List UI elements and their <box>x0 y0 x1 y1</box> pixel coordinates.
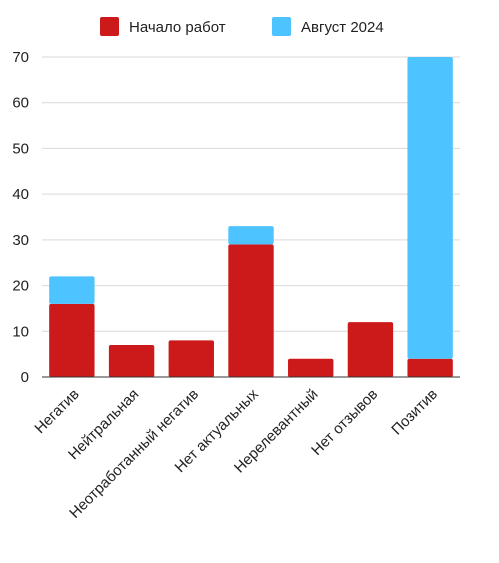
y-tick-label: 70 <box>12 49 29 66</box>
bar-2-1 <box>49 276 95 304</box>
bars <box>49 57 453 377</box>
y-tick-label: 50 <box>12 140 29 157</box>
legend: Начало работ Август 2024 <box>100 17 384 36</box>
y-tick-label: 0 <box>21 369 29 386</box>
bar-2-4 <box>228 226 274 245</box>
legend-label-series-2: Август 2024 <box>301 19 384 36</box>
y-tick-label: 40 <box>12 186 29 203</box>
bar-1-7 <box>407 358 453 377</box>
y-tick-label: 30 <box>12 232 29 249</box>
y-tick-label: 20 <box>12 278 29 295</box>
bar-2-7 <box>407 57 453 359</box>
bar-1-2 <box>108 345 155 377</box>
y-axis: 0 10 20 30 40 50 60 70 <box>12 49 29 386</box>
legend-swatch-series-2 <box>272 17 291 36</box>
y-tick-label: 60 <box>12 95 29 112</box>
bar-1-1 <box>49 303 95 377</box>
legend-swatch-series-1 <box>100 17 119 36</box>
bar-1-4 <box>228 244 274 377</box>
bar-1-6 <box>347 322 394 377</box>
legend-label-series-1: Начало работ <box>129 19 226 36</box>
x-tick-label: Позитив <box>388 386 441 439</box>
bar-1-3 <box>168 340 214 377</box>
bar-1-5 <box>288 358 334 377</box>
x-tick-label: Негатив <box>31 386 82 437</box>
y-tick-label: 10 <box>12 323 29 340</box>
